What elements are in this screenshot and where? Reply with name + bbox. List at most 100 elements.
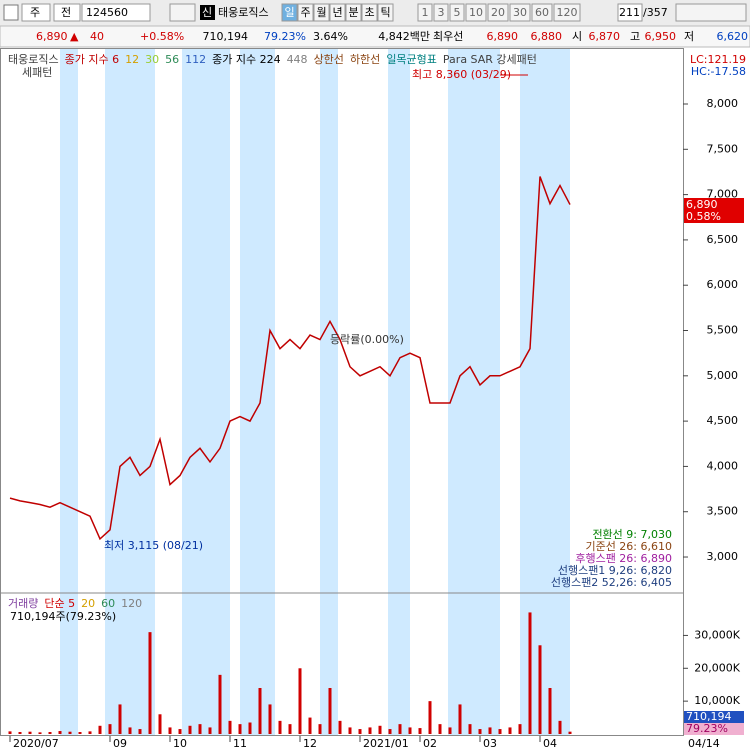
- volume-bar: [568, 731, 572, 734]
- volume-bar: [238, 724, 242, 734]
- price-tag-value: 6,890: [686, 198, 718, 211]
- y-tick-label: 7,500: [707, 142, 739, 155]
- volume-bar: [428, 701, 432, 734]
- ichimoku-label: 선행스팬2 52,26: 6,405: [551, 576, 672, 589]
- price-line: [9, 176, 571, 541]
- x-tick-label: 11: [233, 737, 247, 750]
- unit-label: 월: [316, 6, 326, 19]
- tool-icons[interactable]: [675, 3, 747, 22]
- volume-bar: [208, 727, 212, 734]
- x-end-label: 04/14: [688, 737, 720, 750]
- best-label: 최우선: [433, 30, 463, 43]
- volume-bar: [248, 722, 252, 734]
- unit-button[interactable]: [345, 3, 362, 22]
- high: 6,950: [645, 30, 677, 43]
- period-label: 30: [513, 6, 527, 19]
- high-label: 고: [630, 30, 640, 43]
- volume-bar: [58, 731, 62, 734]
- period-button[interactable]: [417, 3, 433, 22]
- unit-label: 일: [284, 5, 294, 19]
- legend-item: 일목균형표: [386, 52, 437, 66]
- volume-bar: [68, 731, 72, 734]
- volume-bar: [178, 729, 182, 734]
- period-button[interactable]: [509, 3, 531, 22]
- volume-bar: [128, 727, 132, 734]
- unit-button[interactable]: [281, 3, 298, 22]
- high-note: 최고 8,360 (03/29): [412, 68, 511, 81]
- legend-item: 12: [125, 53, 139, 66]
- volume-bar: [218, 674, 222, 734]
- legend-item: 상한선: [314, 53, 344, 66]
- code-input[interactable]: [81, 3, 151, 22]
- volume-bar: [328, 688, 332, 734]
- badge: 신: [202, 6, 212, 19]
- unit-button[interactable]: [329, 3, 346, 22]
- sound-button[interactable]: [169, 3, 196, 22]
- period-label: 5: [454, 6, 461, 19]
- ichimoku-label: 선행스팬1 9,26: 6,820: [558, 564, 672, 577]
- low-label: 저: [684, 30, 694, 43]
- volume-bar: [188, 725, 192, 734]
- y-tick-label: 6,500: [707, 233, 739, 246]
- market-select[interactable]: [53, 3, 81, 22]
- ask: 6,890: [487, 30, 519, 43]
- count: 211: [619, 6, 640, 19]
- volume-ratio: 79.23%: [264, 30, 306, 43]
- menu-icon[interactable]: [3, 4, 19, 21]
- legend-item: 종가 지수 224: [212, 53, 280, 66]
- open: 6,870: [589, 30, 621, 43]
- y-tick-label: 5,500: [707, 324, 739, 337]
- period-button[interactable]: [531, 3, 553, 22]
- volume-status: 710,194주(79.23%): [10, 610, 116, 623]
- x-tick-label: 12: [303, 737, 317, 750]
- volume-title: 거래량: [8, 597, 38, 610]
- volume-bar: [48, 732, 52, 734]
- volume-bar: [98, 725, 102, 734]
- amount: 4,842백만: [378, 30, 430, 43]
- unit-button[interactable]: [313, 3, 330, 22]
- volume-bar: [458, 704, 462, 734]
- rate-note: 등락률(0.00%): [330, 333, 404, 346]
- y-tick-label: 4,000: [707, 459, 739, 472]
- period-button[interactable]: [487, 3, 509, 22]
- unit-button[interactable]: [377, 3, 394, 22]
- period-label: 20: [491, 6, 505, 19]
- code: 124560: [86, 6, 128, 19]
- volume-bar: [408, 727, 412, 734]
- unit-label: 틱: [380, 6, 390, 19]
- legend-item: Para SAR 강세패턴: [443, 53, 537, 66]
- volume-bar: [488, 727, 492, 734]
- period-label: 60: [535, 6, 549, 19]
- period-button[interactable]: [433, 3, 449, 22]
- volume-bar: [548, 688, 552, 734]
- volume-bar: [88, 731, 92, 734]
- volume-bar: [298, 668, 302, 734]
- mode-select[interactable]: [21, 3, 51, 22]
- volume-bar: [18, 732, 22, 734]
- volume-bar: [118, 704, 122, 734]
- volume-bar: [138, 729, 142, 734]
- volume-bar: [28, 731, 32, 734]
- x-tick-label: 02: [423, 737, 437, 750]
- unit-button[interactable]: [297, 3, 314, 22]
- period-button[interactable]: [465, 3, 487, 22]
- period-button[interactable]: [449, 3, 465, 22]
- price-tag: [684, 198, 744, 223]
- volume-bar: [478, 729, 482, 734]
- open-label: 시: [572, 30, 582, 43]
- unit-label: 주: [300, 6, 310, 19]
- period-label: 10: [469, 6, 483, 19]
- price-tag-change: 0.58%: [686, 210, 721, 223]
- plot-frame: [0, 48, 684, 736]
- price: 6,890: [36, 30, 68, 43]
- info-bar: [0, 25, 750, 48]
- count-input[interactable]: [617, 3, 643, 22]
- y-tick-label: 3,500: [707, 505, 739, 518]
- legend-item: 하한선: [350, 52, 380, 66]
- unit-button[interactable]: [361, 3, 378, 22]
- turnover: 3.64%: [313, 30, 348, 43]
- volume-bar: [378, 725, 382, 734]
- period-button[interactable]: [553, 3, 581, 22]
